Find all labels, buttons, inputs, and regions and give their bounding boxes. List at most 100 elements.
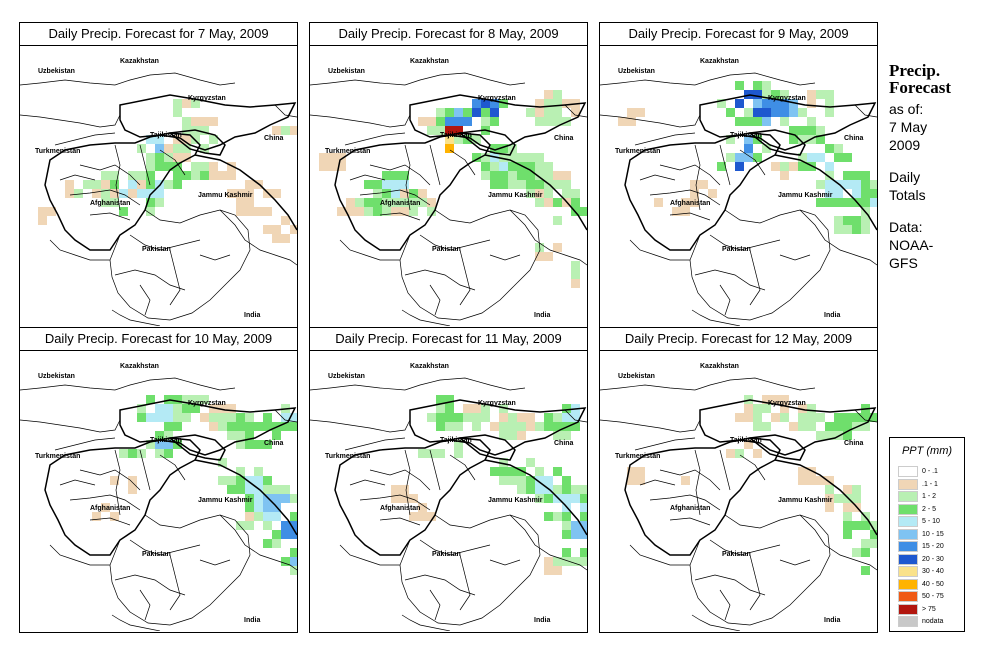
precip-cell [472, 153, 481, 162]
precip-cell [825, 144, 834, 153]
precip-cell [173, 99, 182, 108]
country-label-kyrgyzstan: Kyrgyzstan [768, 400, 806, 407]
precip-cell [263, 440, 272, 449]
admin-boundary [689, 209, 831, 321]
precip-cell [852, 189, 861, 198]
precip-cell [816, 431, 825, 440]
precip-cell [200, 126, 209, 135]
precip-cell [164, 440, 173, 449]
country-boundary [334, 437, 491, 556]
precip-cell [499, 413, 508, 422]
precip-cell [290, 494, 297, 503]
precip-cell [463, 108, 472, 117]
country-label-india: India [534, 312, 550, 319]
country-boundary [458, 129, 516, 156]
precip-cell [681, 207, 690, 216]
precip-cell [735, 413, 744, 422]
precip-cell [571, 521, 580, 530]
admin-boundary [639, 174, 676, 181]
legend-label: 0 - .1 [922, 468, 938, 475]
precip-cell [708, 189, 717, 198]
precip-cell [753, 449, 762, 458]
admin-boundary [54, 132, 116, 146]
precip-cells [618, 81, 877, 234]
country-label-jammu-kashmir: Jammu Kashmir [778, 497, 833, 504]
precip-cell [346, 198, 355, 207]
precip-cell [182, 171, 191, 180]
precip-cell [762, 117, 771, 126]
precip-cell [672, 207, 681, 216]
precip-cell [780, 404, 789, 413]
admin-boundary [69, 189, 141, 206]
precip-cell [182, 117, 191, 126]
legend-label: 1 - 2 [922, 493, 937, 500]
precip-cells [627, 395, 877, 575]
precip-cell [454, 422, 463, 431]
precip-cell [580, 557, 587, 566]
precip-cell [825, 198, 834, 207]
country-label-kazakhstan: Kazakhstan [410, 363, 449, 370]
precip-cell [391, 189, 400, 198]
precip-cell [544, 171, 553, 180]
precip-cell [843, 216, 852, 225]
admin-boundary [129, 539, 201, 556]
precip-cell [861, 422, 870, 431]
precip-cell [843, 153, 852, 162]
precip-cell [544, 557, 553, 566]
legend-swatch [898, 478, 918, 490]
precip-cell [852, 548, 861, 557]
precip-cell [209, 171, 218, 180]
admin-boundary [344, 437, 406, 451]
admin-boundary [89, 517, 131, 526]
precip-cell [254, 503, 263, 512]
legend-item: 50 - 75 [898, 591, 960, 602]
precip-cells [391, 395, 587, 575]
precip-cell [155, 431, 164, 440]
admin-boundary [49, 544, 110, 566]
legend-item: 20 - 30 [898, 553, 960, 565]
precip-cell [263, 207, 272, 216]
admin-boundary [49, 239, 110, 261]
country-label-afghanistan: Afghanistan [670, 200, 710, 207]
country-label-kyrgyzstan: Kyrgyzstan [478, 95, 516, 102]
precip-cell [789, 135, 798, 144]
country-label-turkmenistan: Turkmenistan [325, 453, 370, 460]
precip-cell [263, 539, 272, 548]
precip-cell [319, 162, 328, 171]
precip-cell [571, 189, 580, 198]
admin-boundary [109, 209, 251, 321]
precip-cell [798, 413, 807, 422]
precip-cell [355, 207, 364, 216]
precip-cell [245, 521, 254, 530]
admin-boundary [749, 554, 761, 611]
precip-cell [472, 404, 481, 413]
country-label-turkmenistan: Turkmenistan [35, 148, 80, 155]
asof-line3: 2009 [889, 137, 921, 153]
precip-cell [182, 99, 191, 108]
precip-cell [245, 198, 254, 207]
precip-cell [218, 413, 227, 422]
precip-cell [553, 108, 562, 117]
admin-boundary [649, 189, 721, 206]
precip-cell [535, 99, 544, 108]
admin-boundary [799, 209, 877, 266]
country-boundary [484, 459, 587, 536]
country-label-china: China [554, 135, 574, 142]
admin-boundary [739, 454, 766, 481]
legend-label: 5 - 10 [922, 518, 940, 525]
precip-cell [445, 422, 454, 431]
precip-cell [128, 171, 137, 180]
precip-cell [191, 99, 200, 108]
legend-label: 20 - 30 [922, 555, 944, 563]
precip-cell [517, 422, 526, 431]
precip-cell [499, 458, 508, 467]
precip-cell [490, 108, 499, 117]
precip-cell [119, 189, 128, 198]
precip-cell [789, 126, 798, 135]
precip-cell [580, 494, 587, 503]
precip-cell [472, 135, 481, 144]
data-line2: NOAA- [889, 237, 934, 253]
country-label-afghanistan: Afghanistan [90, 505, 130, 512]
precip-cell [182, 144, 191, 153]
precip-cell [164, 395, 173, 404]
